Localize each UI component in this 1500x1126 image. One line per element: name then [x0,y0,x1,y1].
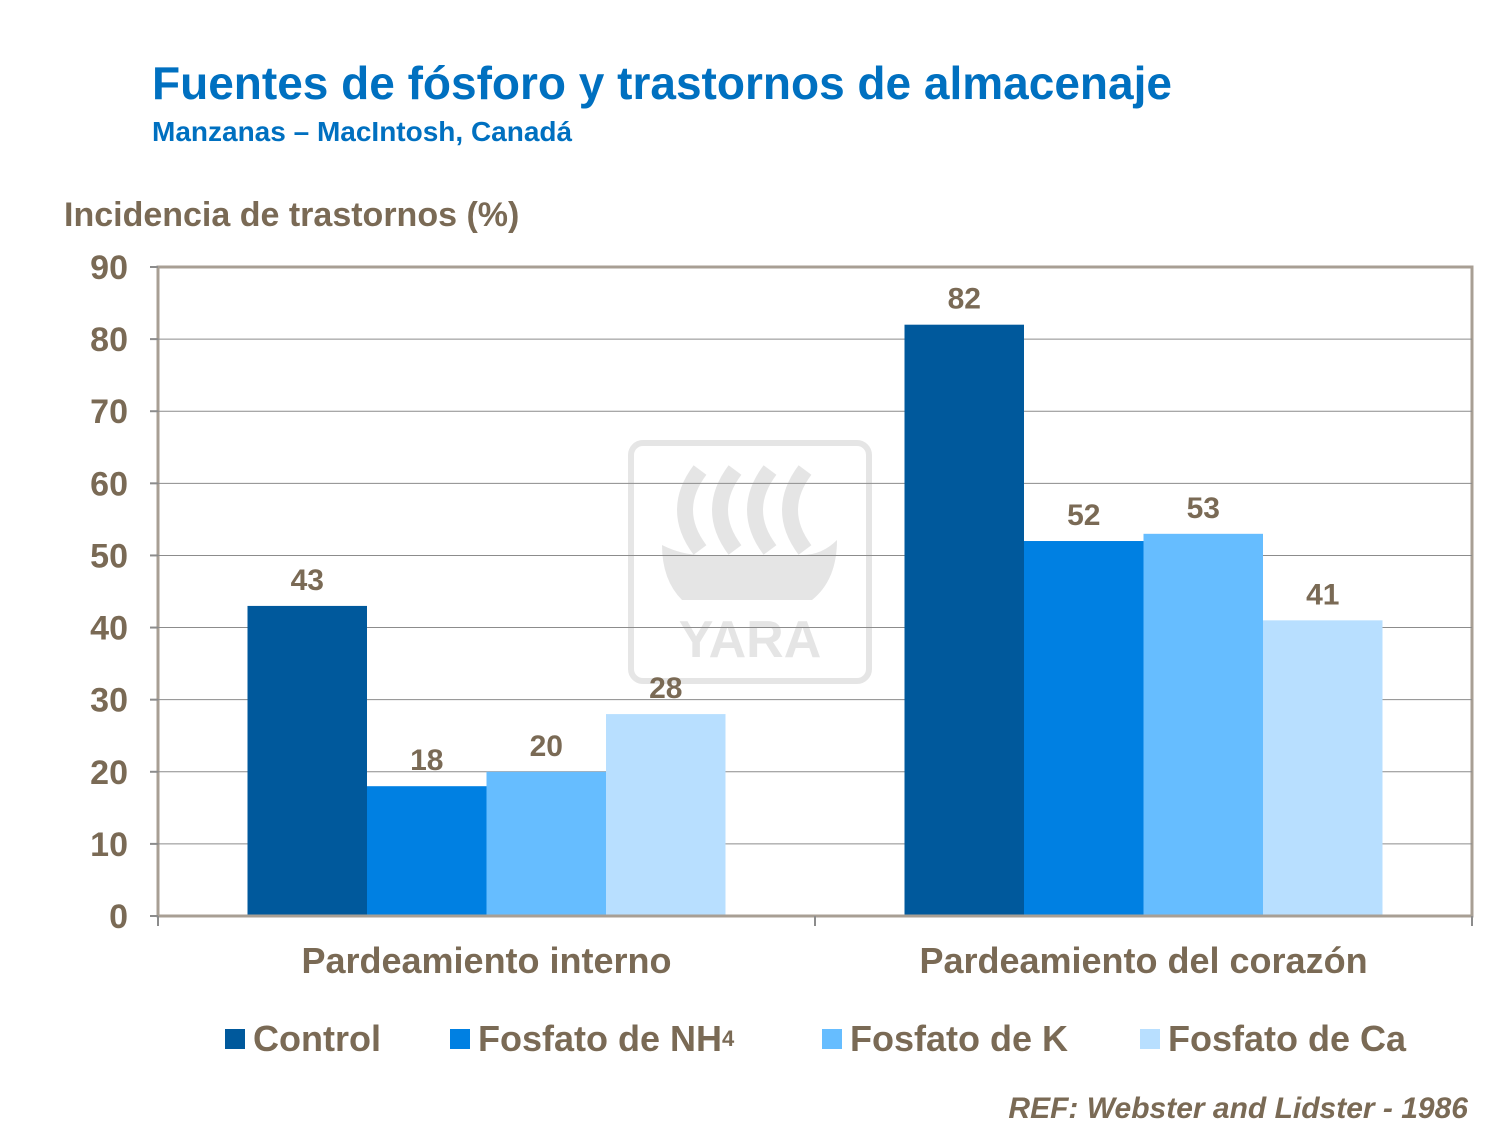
x-category-label: Pardeamiento del corazón [919,940,1367,981]
legend-item: Control [225,1018,381,1060]
reference-note: REF: Webster and Lidster - 1986 [1008,1092,1468,1125]
y-tick-label: 40 [90,610,128,648]
legend-label: Fosfato de NH [478,1018,723,1059]
data-label: 41 [1306,578,1339,611]
data-label: 43 [291,564,324,597]
legend-label-subscript: 4 [722,1026,735,1051]
y-tick-label: 0 [109,898,128,936]
y-tick-label: 90 [90,249,128,287]
legend-label: Control [253,1018,381,1059]
watermark-text: YARA [679,611,822,669]
data-label: 82 [948,283,981,316]
y-tick-label: 80 [90,321,128,359]
yara-logo-watermark: YARA [628,440,872,684]
data-label: 20 [530,730,563,763]
data-label: 28 [649,672,682,705]
y-tick-label: 70 [90,393,128,431]
y-axis-label: Incidencia de trastornos (%) [64,196,520,234]
data-label: 18 [410,744,443,777]
bar [1143,533,1263,916]
legend-swatch [1140,1029,1160,1049]
y-tick-label: 20 [90,754,128,792]
legend-label: Fosfato de K [850,1018,1069,1059]
bar [1263,620,1383,916]
legend-item: Fosfato de K [822,1018,1068,1060]
legend-label: Fosfato de Ca [1168,1018,1407,1059]
bar [367,786,487,916]
y-tick-label: 30 [90,682,128,720]
data-label: 53 [1187,492,1220,525]
legend-item: Fosfato de NH 4 [450,1018,734,1060]
bar [1024,541,1144,916]
chart-title: Fuentes de fósforo y trastornos de almac… [152,57,1172,109]
legend-swatch [450,1029,470,1049]
y-tick-label: 10 [90,826,128,864]
bar [247,605,367,916]
legend-swatch [225,1029,245,1049]
y-tick-label: 60 [90,465,128,503]
bar [606,714,726,916]
x-category-label: Pardeamiento interno [301,940,671,981]
legend-swatch [822,1029,842,1049]
y-tick-label: 50 [90,537,128,575]
bar [904,324,1024,916]
chart-subtitle: Manzanas – MacIntosh, Canadá [152,116,573,147]
data-label: 52 [1067,499,1100,532]
legend-item: Fosfato de Ca [1140,1018,1406,1060]
legend: Control Fosfato de NH 4 Fosfato de K Fosfato… [0,1018,1500,1068]
bar [486,771,606,916]
